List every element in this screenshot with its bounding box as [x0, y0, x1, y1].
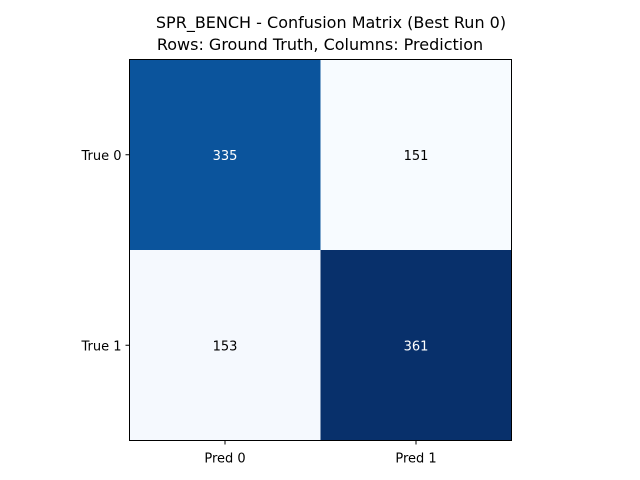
cell-value-label-r0-c0: 335	[213, 149, 238, 164]
y-tick-label-1: True 1	[80, 339, 121, 354]
heatmap-cell-r0-c1	[320, 59, 512, 250]
x-tick-label-1: Pred 1	[395, 452, 436, 467]
y-tick-label-0: True 0	[80, 149, 121, 164]
cell-value-label-r1-c1: 361	[404, 339, 429, 354]
x-tick-label-0: Pred 0	[204, 452, 245, 467]
y-axis: True 0 True 1	[80, 149, 130, 354]
cell-value-label-r0-c1: 151	[404, 149, 429, 164]
chart-title-line-2: Rows: Ground Truth, Columns: Prediction	[157, 35, 483, 54]
heatmap-cell-r1-c1	[320, 250, 512, 441]
cell-value-label-r1-c0: 153	[213, 339, 238, 354]
plot-frame	[129, 59, 512, 441]
chart-title-line-1: SPR_BENCH - Confusion Matrix (Best Run 0…	[156, 13, 506, 33]
x-axis: Pred 0 Pred 1	[204, 440, 437, 467]
heatmap-cell-r0-c0	[129, 59, 321, 250]
heatmap-cell-r1-c0	[129, 250, 321, 441]
heatmap-cells: 335 151 153 361	[129, 59, 512, 441]
